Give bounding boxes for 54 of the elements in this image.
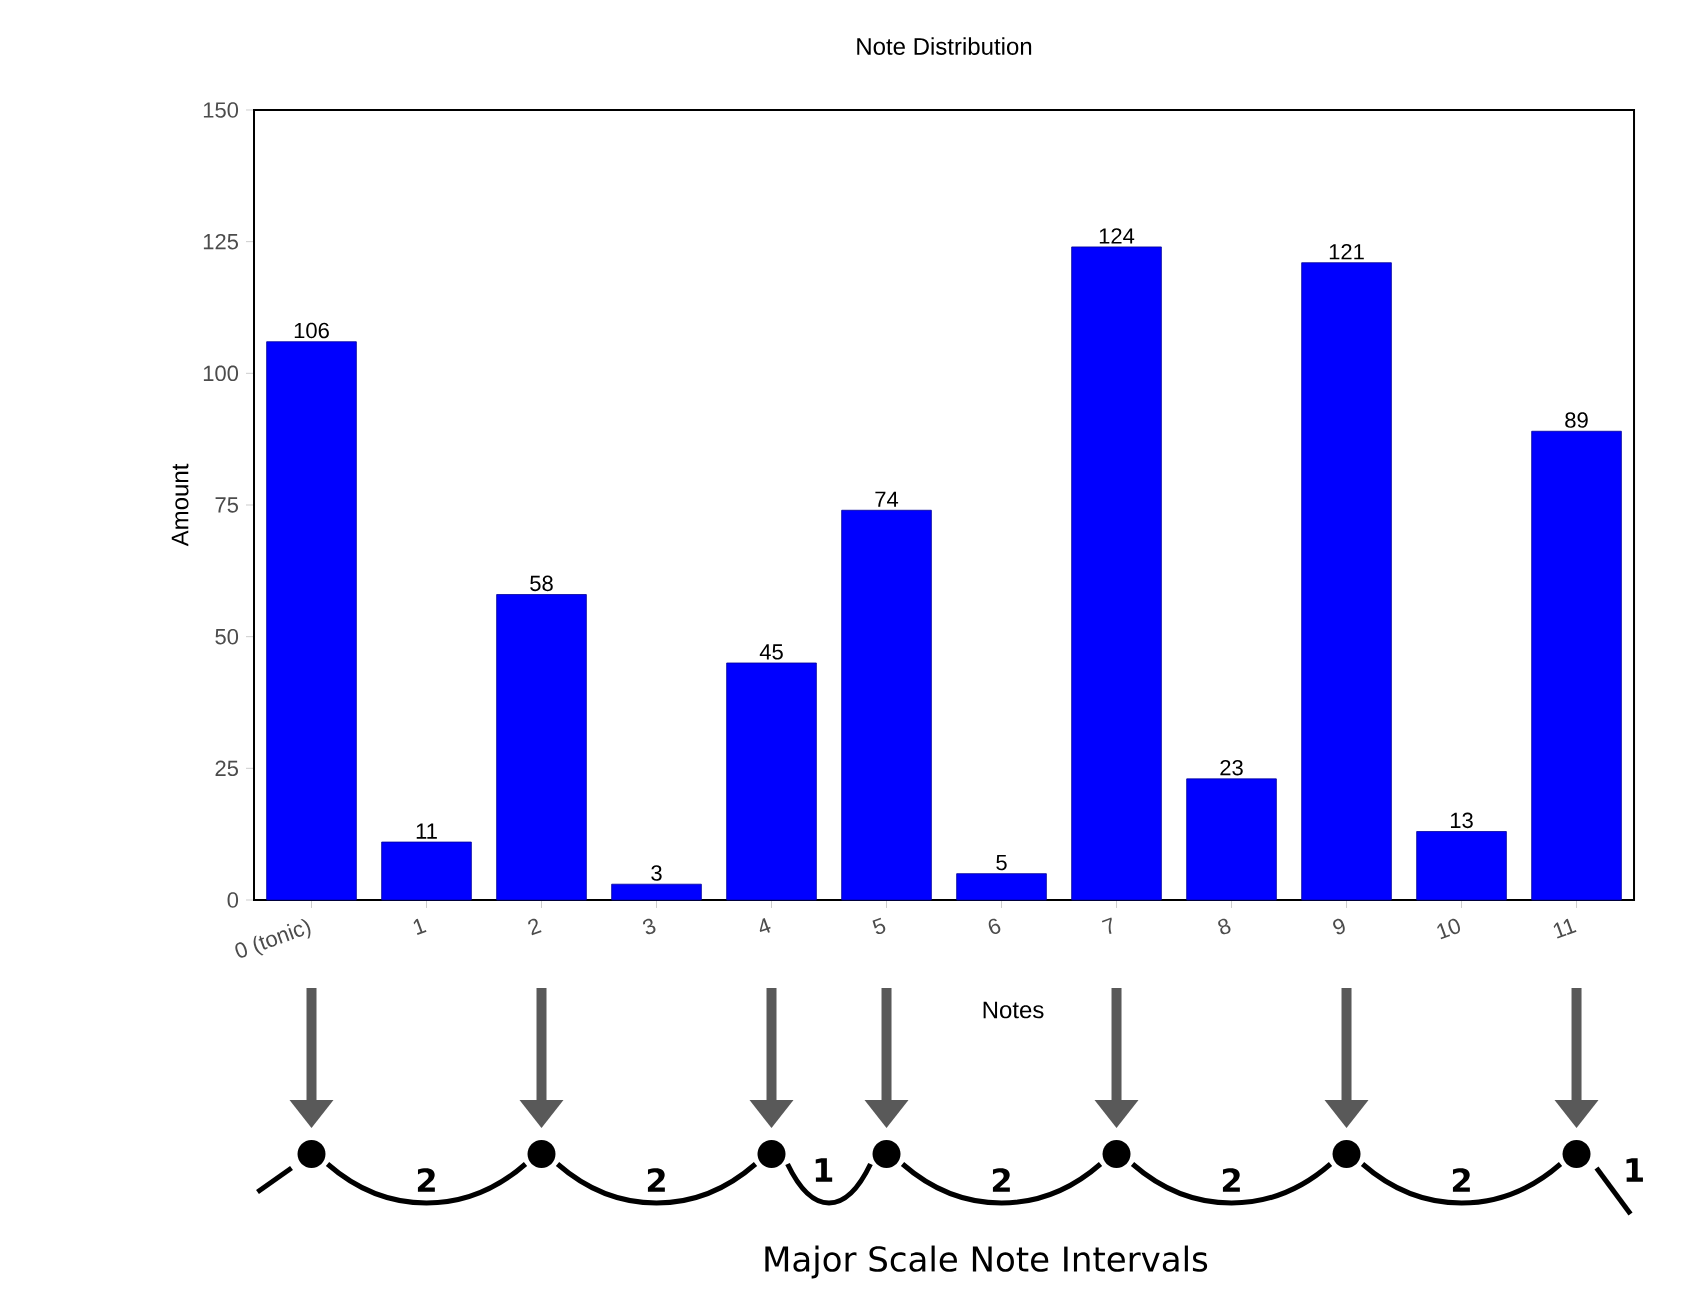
data-label: 13 (1450, 812, 1473, 829)
data-label: 11 (416, 823, 437, 839)
y-tick-label: 25 (215, 760, 238, 777)
bar (1301, 262, 1392, 901)
data-label: 58 (530, 575, 553, 592)
bar (266, 341, 357, 901)
bar (726, 662, 817, 901)
data-label: 89 (1565, 412, 1588, 428)
x-tick-label: 10 (1437, 918, 1461, 940)
bar (1071, 246, 1162, 901)
text: 2 (992, 1168, 1010, 1192)
y-tick-label: 150 (203, 102, 239, 118)
x-tick-label: 11 (1553, 918, 1577, 939)
y-axis-title: Amount (171, 463, 189, 547)
x-tick-label: 7 (1101, 917, 1112, 935)
x-tick-label: 2 (528, 918, 542, 936)
bar (381, 841, 472, 901)
text: 2 (1452, 1168, 1470, 1192)
x-tick-label: 3 (643, 918, 656, 935)
x-tick-label: 0 (tonic) (235, 918, 311, 958)
text: 2 (417, 1168, 435, 1192)
text: 2 (1222, 1168, 1240, 1192)
text: Major Scale Note Intervals (765, 1245, 1208, 1279)
bar (1186, 778, 1277, 901)
y-tick-label: 75 (215, 497, 238, 513)
x-tick-label: 1 (413, 918, 427, 935)
chart-title: Note Distribution (857, 37, 1032, 55)
data-label: 3 (651, 865, 662, 881)
bar (1416, 831, 1507, 901)
bar (956, 873, 1047, 901)
y-tick-label: 0 (227, 892, 239, 908)
bar (841, 509, 932, 901)
x-tick-label: 8 (1218, 918, 1231, 935)
bar (611, 883, 702, 901)
data-label: 106 (294, 322, 329, 339)
y-tick-label: 50 (215, 628, 239, 645)
data-label: 74 (875, 491, 899, 507)
data-label: 45 (759, 644, 783, 660)
bar (1531, 430, 1622, 901)
bar (496, 594, 587, 901)
x-axis-title: Notes (983, 1001, 1044, 1019)
data-label: 5 (996, 854, 1007, 871)
y-tick-label: 100 (203, 365, 239, 382)
text: 1 (1626, 1158, 1643, 1182)
x-tick-label: 5 (872, 917, 886, 935)
x-tick-label: 9 (1333, 918, 1345, 935)
data-label: 121 (1329, 243, 1364, 260)
data-label: 124 (1099, 228, 1135, 244)
x-tick-label: 4 (759, 918, 771, 933)
data-label: 23 (1220, 759, 1243, 776)
x-tick-label: 6 (988, 918, 1001, 935)
text: 2 (647, 1168, 665, 1192)
text: 1 (815, 1158, 833, 1182)
y-tick-label: 125 (203, 233, 238, 250)
